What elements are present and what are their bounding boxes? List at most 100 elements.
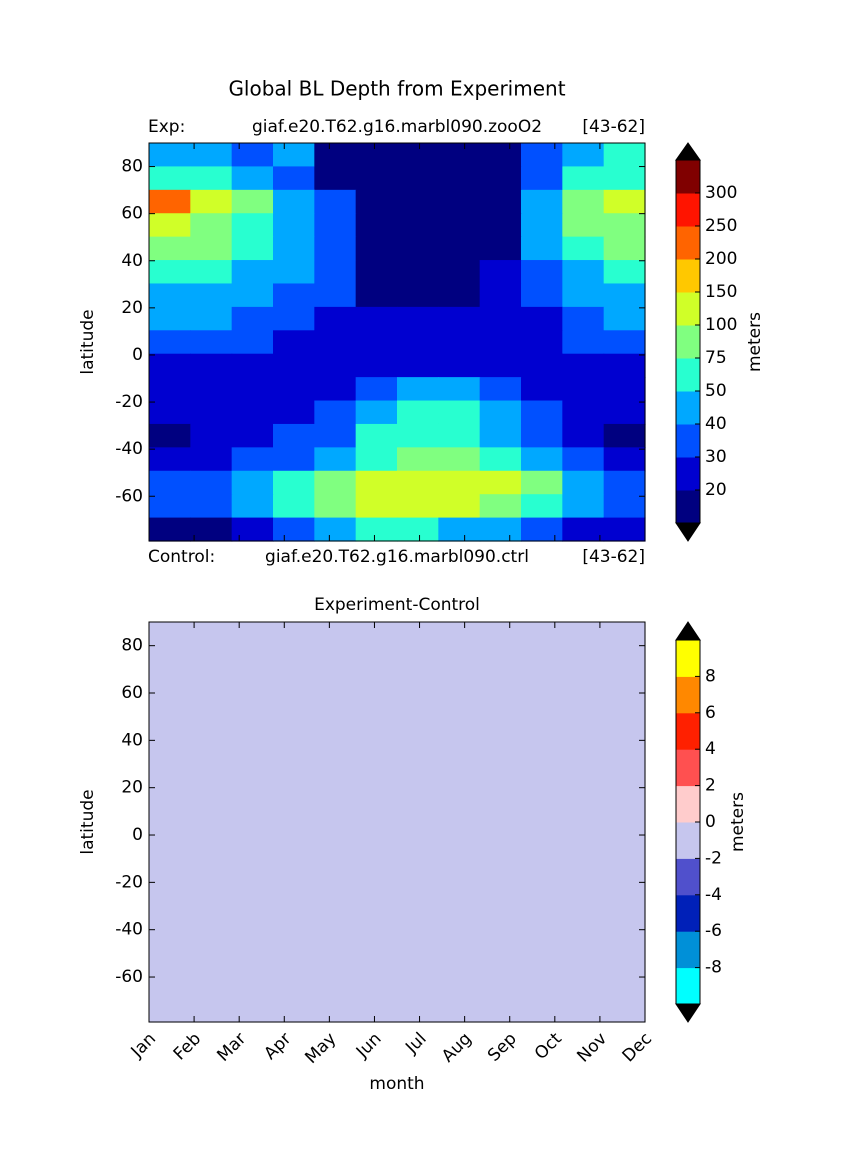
- colorbar-tick-label: 50: [705, 381, 727, 401]
- contour-cell: [397, 236, 439, 261]
- colorbar-bin: [676, 391, 700, 425]
- y-tick-label: 60: [121, 204, 143, 224]
- contour-cell: [190, 283, 233, 308]
- contour-cell: [438, 143, 481, 168]
- contour-cell: [149, 189, 191, 214]
- contour-cell: [479, 400, 522, 425]
- contour-cell: [149, 494, 191, 519]
- colorbar-label: meters: [728, 792, 748, 852]
- contour-cell: [603, 330, 646, 355]
- contour-cell: [521, 353, 563, 378]
- colorbar-bin: [676, 785, 700, 823]
- contour-cell: [355, 494, 398, 519]
- contour-cell: [397, 353, 439, 378]
- contour-cell: [190, 213, 233, 238]
- contour-cell: [231, 447, 274, 472]
- contour-cell: [231, 353, 274, 378]
- contour-cell: [149, 213, 191, 238]
- colorbar-bin: [676, 967, 700, 1005]
- y-tick-label: 0: [132, 825, 143, 845]
- contour-cell: [355, 189, 398, 214]
- contour-cell: [149, 143, 191, 168]
- contour-cell: [479, 260, 522, 285]
- contour-cell: [273, 400, 315, 425]
- contour-cell: [438, 470, 481, 495]
- contour-cell: [190, 447, 233, 472]
- contour-cell: [521, 470, 563, 495]
- contour-cell: [397, 143, 439, 168]
- contour-cell: [438, 400, 481, 425]
- contour-cell: [149, 377, 191, 402]
- contour-cell: [355, 166, 398, 191]
- contour-cell: [397, 260, 439, 285]
- contour-cell: [521, 143, 563, 168]
- contour-cell: [562, 260, 605, 285]
- contour-cell: [521, 213, 563, 238]
- contour-cell: [190, 143, 233, 168]
- contour-cell: [314, 423, 357, 448]
- contour-cell: [562, 423, 605, 448]
- colorbar-bin: [676, 325, 700, 359]
- contour-cell: [603, 470, 646, 495]
- colorbar-tick-label: 250: [705, 216, 737, 236]
- contour-cell: [397, 377, 439, 402]
- contour-cell: [438, 494, 481, 519]
- colorbar-bin: [676, 822, 700, 859]
- contour-cell: [603, 260, 646, 285]
- contour-cell: [231, 400, 274, 425]
- contour-cell: [149, 423, 191, 448]
- colorbar-tick-label: 4: [705, 739, 716, 759]
- contour-cell: [231, 330, 274, 355]
- contour-cell: [273, 213, 315, 238]
- plot-frame: [148, 621, 646, 1023]
- annotation: Control:: [148, 547, 215, 567]
- contour-cell: [397, 423, 439, 448]
- contour-cell: [149, 622, 646, 1023]
- contour-cell: [562, 517, 605, 542]
- colorbar-bin: [676, 358, 700, 392]
- contour-cell: [231, 470, 274, 495]
- contour-cell: [231, 143, 274, 168]
- contour-cell: [231, 283, 274, 308]
- contour-cell: [397, 447, 439, 472]
- contour-cell: [231, 213, 274, 238]
- panel-title: Experiment-Control: [314, 595, 480, 615]
- contour-cell: [273, 447, 315, 472]
- contour-cell: [603, 236, 646, 261]
- contour-cell: [190, 377, 233, 402]
- contour-cell: [479, 283, 522, 308]
- contour-cell: [438, 377, 481, 402]
- contour-cell: [190, 353, 233, 378]
- contour-cell: [273, 470, 315, 495]
- contour-cell: [479, 189, 522, 214]
- contour-cell: [355, 260, 398, 285]
- contour-cell: [521, 166, 563, 191]
- contour-cell: [314, 494, 357, 519]
- contour-cell: [314, 189, 357, 214]
- contour-cell: [355, 470, 398, 495]
- contour-cell: [314, 143, 357, 168]
- contour-cell: [562, 143, 605, 168]
- contour-cell: [438, 236, 481, 261]
- colorbar-tick-label: 40: [705, 414, 727, 434]
- contour-cell: [314, 306, 357, 331]
- annotation: [43-62]: [582, 117, 645, 137]
- contour-cell: [438, 330, 481, 355]
- contour-cell: [603, 423, 646, 448]
- colorbar-bin: [676, 749, 700, 787]
- colorbar-bin: [676, 226, 700, 260]
- y-axis-label: latitude: [78, 309, 98, 374]
- colorbar-bin: [676, 858, 700, 896]
- contour-cell: [273, 236, 315, 261]
- contour-cell: [397, 283, 439, 308]
- y-tick-label: 80: [121, 157, 143, 177]
- contour-cell: [397, 400, 439, 425]
- colorbar-tick-label: 75: [705, 348, 727, 368]
- contour-cell: [190, 400, 233, 425]
- colorbar-bin: [676, 424, 700, 458]
- contour-cell: [231, 377, 274, 402]
- x-axis-label: month: [369, 1074, 424, 1094]
- contour-cell: [314, 400, 357, 425]
- contour-cell: [149, 283, 191, 308]
- contour-cell: [479, 143, 522, 168]
